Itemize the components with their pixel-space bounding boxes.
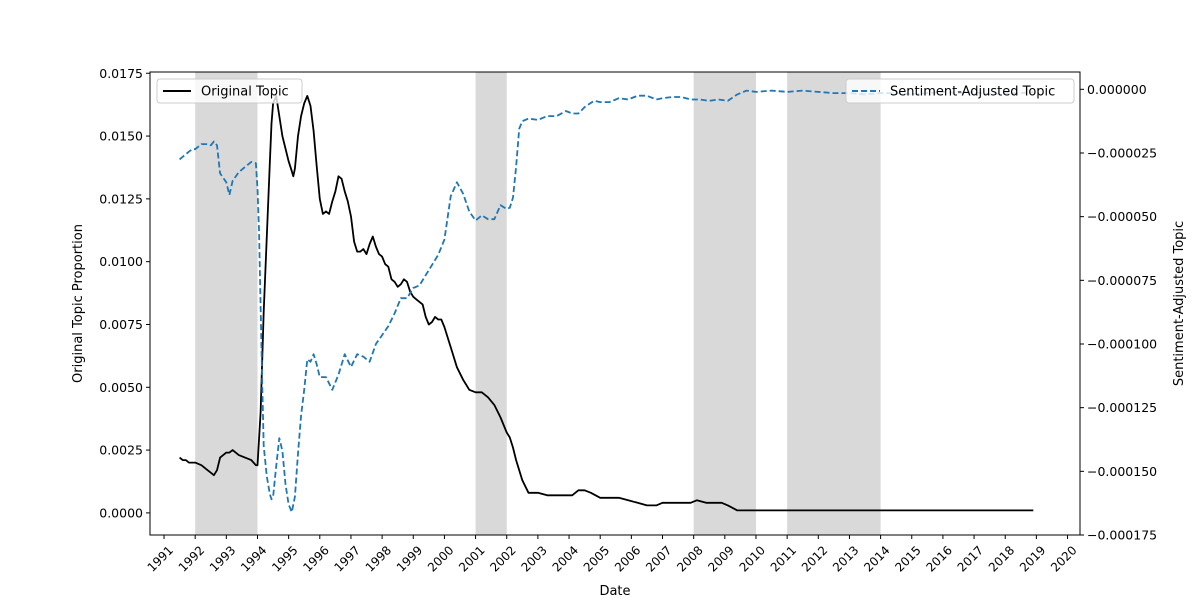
x-tick-label: 1993: [207, 543, 238, 574]
x-axis-label: Date: [599, 584, 630, 599]
series-line-sentiment-adjusted-topic: [179, 89, 1034, 513]
legend-box: [845, 78, 1075, 104]
shaded-period-1: [475, 72, 507, 535]
x-tick-label: 2009: [705, 543, 736, 574]
y-left-tick-label: 0.0000: [99, 505, 143, 520]
x-tick-label: 1994: [238, 543, 269, 574]
legend-sentiment-adjusted-topic: Sentiment-Adjusted Topic: [845, 78, 1075, 104]
series-line-original-topic: [179, 95, 1034, 512]
x-tick-label: 2002: [487, 543, 518, 574]
legend-label-original-topic: Original Topic: [201, 85, 289, 100]
x-tick-label: 1996: [300, 543, 331, 574]
y-right-tick-label: −0.000075: [1087, 273, 1157, 288]
x-tick-label: 2010: [737, 543, 768, 574]
x-tick-label: 2020: [1048, 543, 1079, 574]
x-tick-label: 2008: [674, 543, 705, 574]
y-left-tick-label: 0.0150: [99, 129, 143, 144]
legend-box: [156, 78, 303, 104]
x-tick-label: 1997: [332, 543, 363, 574]
y-left-tick-label: 0.0175: [99, 66, 143, 81]
x-tick-label: 2007: [643, 543, 674, 574]
y-right-axis-label: Sentiment-Adjusted Topic: [1172, 221, 1187, 386]
y-left-tick-label: 0.0125: [99, 191, 143, 206]
y-right-tick-label: −0.000100: [1087, 336, 1157, 351]
y-right-tick-label: −0.000025: [1087, 145, 1157, 160]
x-tick-label: 2018: [986, 543, 1017, 574]
x-tick-label: 1998: [363, 543, 394, 574]
x-tick-label: 2004: [550, 543, 581, 574]
shaded-period-3: [787, 72, 881, 535]
legend-label-sentiment-adjusted-topic: Sentiment-Adjusted Topic: [890, 85, 1055, 100]
x-tick-label: 1995: [269, 543, 300, 574]
y-left-axis-label: Original Topic Proportion: [71, 224, 86, 383]
y-left-tick-label: 0.0025: [99, 443, 143, 458]
x-tick-label: 2013: [830, 543, 861, 574]
y-right-tick-label: 0.000000: [1087, 82, 1147, 97]
x-tick-label: 2019: [1017, 543, 1048, 574]
y-right-tick-label: −0.000125: [1087, 400, 1157, 415]
x-tick-label: 2005: [581, 543, 612, 574]
legend-original-topic: Original Topic: [156, 78, 303, 104]
x-tick-label: 2015: [892, 543, 923, 574]
y-right-tick-label: −0.000150: [1087, 464, 1157, 479]
x-tick-label: 2012: [799, 543, 830, 574]
x-tick-label: 2016: [923, 543, 954, 574]
x-tick-label: 2017: [955, 543, 986, 574]
x-tick-label: 2014: [861, 543, 892, 574]
plot-frame: [149, 71, 1081, 536]
shaded-period-0: [195, 72, 258, 535]
x-tick-label: 2003: [518, 543, 549, 574]
x-tick-label: 2011: [768, 543, 799, 574]
y-left-tick-label: 0.0050: [99, 380, 143, 395]
x-tick-label: 1991: [145, 543, 176, 574]
x-tick-label: 2006: [612, 543, 643, 574]
x-tick-label: 2000: [425, 543, 456, 574]
x-tick-label: 1992: [176, 543, 207, 574]
shaded-period-2: [693, 72, 756, 535]
y-right-tick-label: −0.000175: [1087, 528, 1157, 543]
x-tick-label: 2001: [456, 543, 487, 574]
x-tick-label: 1999: [394, 543, 425, 574]
y-left-tick-label: 0.0100: [99, 254, 143, 269]
y-left-tick-label: 0.0075: [99, 317, 143, 332]
y-right-tick-label: −0.000050: [1087, 209, 1157, 224]
